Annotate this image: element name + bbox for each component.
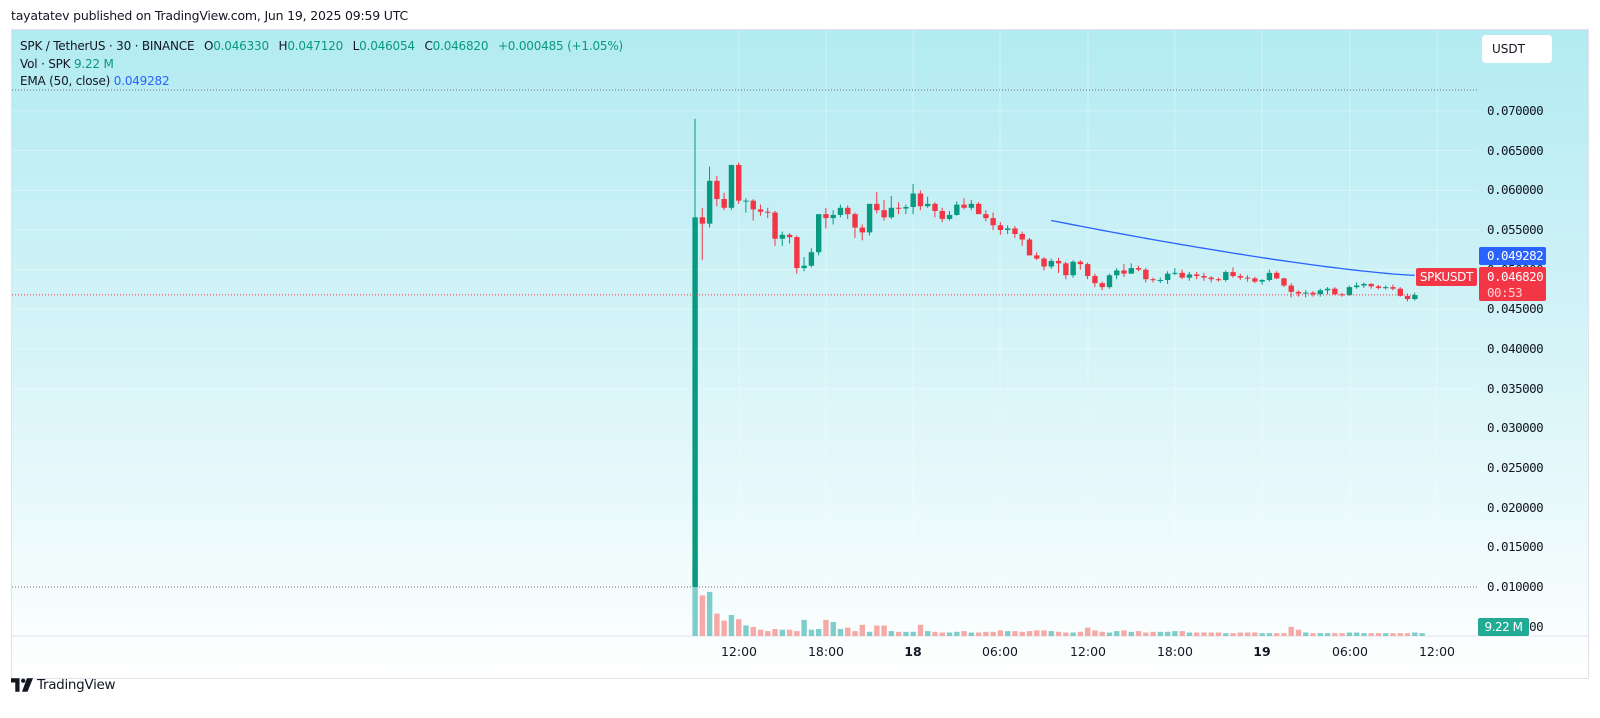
- price-tick-label: 0.055000: [1487, 222, 1544, 237]
- time-tick-label: 12:00: [1069, 644, 1107, 659]
- legend-ema-value: 0.049282: [113, 74, 170, 88]
- legend-open: 0.046330: [213, 39, 269, 53]
- price-tick-label: 0.045000: [1487, 301, 1544, 317]
- last-price-tag: 0.046820 00:53: [1479, 267, 1546, 301]
- legend-close-label: C: [424, 39, 433, 53]
- time-tick-label: 18:00: [1156, 644, 1194, 659]
- legend-close: 0.046820: [432, 39, 489, 53]
- bar-countdown: 00:53: [1487, 285, 1523, 300]
- price-tick-label: 0.015000: [1487, 539, 1544, 555]
- price-tick-label: 0.035000: [1487, 380, 1544, 396]
- price-tick-label: 0.065000: [1487, 142, 1544, 158]
- tradingview-brand: TradingView: [37, 677, 116, 693]
- tradingview-logo-icon: [11, 678, 33, 692]
- legend-ema-row[interactable]: EMA (50, close) 0.049282: [20, 73, 623, 91]
- price-tick-label: 0.010000: [1487, 579, 1544, 595]
- legend-high-label: H: [278, 39, 288, 53]
- time-tick-label: 12:00: [720, 644, 758, 659]
- legend-low: 0.046054: [359, 39, 415, 53]
- price-tick-label: 0.070000: [1487, 103, 1544, 118]
- chart-pane[interactable]: [12, 30, 1588, 678]
- legend-change: +0.000485 (+1.05%): [497, 39, 624, 53]
- tradingview-logo[interactable]: TradingView: [11, 677, 116, 693]
- legend-volume-row[interactable]: Vol · SPK 9.22 M: [20, 56, 623, 74]
- chart-legend: SPK / TetherUS · 30 · BINANCE O0.046330 …: [20, 38, 623, 91]
- legend-open-label: O: [203, 39, 214, 53]
- legend-ohlc-row: SPK / TetherUS · 30 · BINANCE O0.046330 …: [20, 38, 623, 56]
- last-price-value: 0.046820: [1487, 269, 1544, 284]
- symbol-tag: SPKUSDT: [1416, 268, 1477, 286]
- time-tick-label: 06:00: [981, 644, 1019, 659]
- time-tick-label: 18:00: [807, 644, 845, 659]
- price-tick-label: 0.040000: [1487, 341, 1544, 357]
- time-tick-label: 06:00: [1331, 644, 1369, 659]
- price-tick-label: 0.020000: [1487, 499, 1544, 515]
- publisher-line: tayatatev published on TradingView.com, …: [11, 8, 408, 23]
- time-tick-label: 18: [904, 644, 922, 659]
- ema-price-tag: 0.049282: [1479, 247, 1546, 265]
- legend-vol-label: Vol · SPK: [20, 56, 71, 71]
- currency-button[interactable]: USDT: [1482, 35, 1552, 63]
- time-tick-label: 19: [1253, 644, 1271, 659]
- legend-symbol[interactable]: SPK / TetherUS · 30 · BINANCE: [20, 39, 195, 53]
- price-tick-label: 0.060000: [1487, 182, 1544, 198]
- legend-high: 0.047120: [287, 39, 344, 53]
- price-tick-label: 0.025000: [1487, 460, 1544, 476]
- time-tick-label: 12:00: [1418, 644, 1456, 659]
- legend-ema-label: EMA (50, close): [20, 74, 111, 88]
- legend-low-label: L: [352, 39, 360, 53]
- chart-frame: [11, 29, 1589, 679]
- price-tick-label: 0.030000: [1487, 420, 1544, 436]
- legend-vol-value: 9.22 M: [73, 56, 114, 71]
- volume-tag: 9.22 M: [1478, 618, 1529, 636]
